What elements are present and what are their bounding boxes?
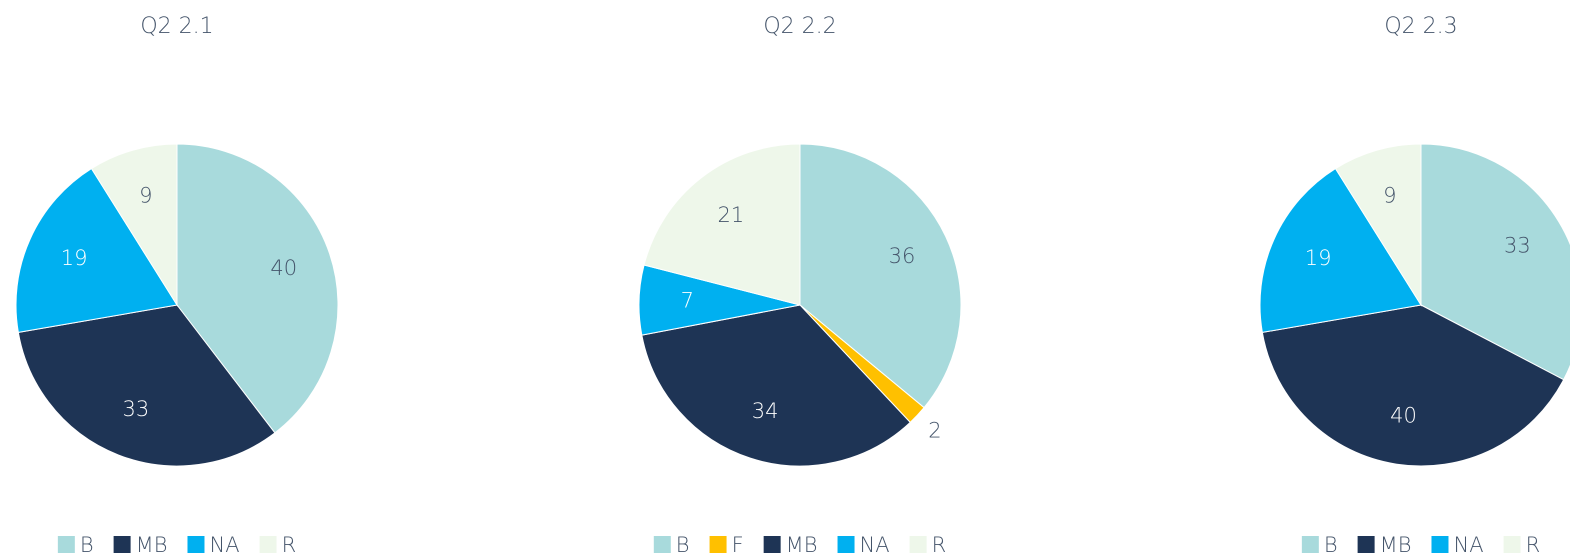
pie-slice	[1259, 167, 1422, 333]
chart-title: Q2 2.2	[763, 14, 836, 39]
legend-label: B	[1324, 533, 1338, 557]
pie-slice	[90, 143, 178, 307]
data-label: 21	[718, 203, 745, 227]
legend-swatch	[1357, 536, 1375, 553]
data-label: 7	[681, 288, 694, 312]
pie-slice	[17, 304, 276, 467]
chart-title: Q2 2.3	[1384, 14, 1457, 39]
legend-label: MB	[1380, 533, 1412, 557]
legend-label: B	[676, 533, 690, 557]
pie-slice	[641, 304, 911, 467]
data-label: 40	[1390, 403, 1417, 427]
legend-swatch	[57, 536, 75, 553]
pie-slice	[1261, 304, 1565, 467]
legend-swatch	[259, 536, 277, 553]
data-label: 36	[889, 244, 916, 268]
legend-swatch	[113, 536, 131, 553]
data-label: 9	[139, 184, 152, 208]
legend-swatch	[1301, 536, 1319, 553]
legend-swatch	[837, 536, 855, 553]
legend-label: R	[1526, 533, 1541, 557]
data-label: 19	[61, 246, 88, 270]
pie-slice	[1420, 143, 1570, 381]
data-label: 2	[928, 419, 941, 443]
data-label: 9	[1383, 184, 1396, 208]
data-label: 33	[123, 397, 150, 421]
legend-swatch	[1431, 536, 1449, 553]
pie-slice	[15, 167, 178, 333]
legend: B MB NA R	[57, 533, 297, 557]
data-label: 34	[752, 399, 779, 423]
legend: B MB NA R	[1301, 533, 1541, 557]
data-label: 33	[1504, 234, 1531, 258]
pie-slice	[1334, 143, 1422, 307]
legend-label: B	[80, 533, 94, 557]
pie-slice	[799, 143, 962, 409]
legend-label: NA	[860, 533, 890, 557]
legend-swatch	[1503, 536, 1521, 553]
legend-swatch	[909, 536, 927, 553]
pie-slice	[643, 143, 801, 306]
legend-label: R	[932, 533, 947, 557]
legend-label: NA	[1453, 533, 1483, 557]
legend-swatch	[187, 536, 205, 553]
legend-label: NA	[209, 533, 239, 557]
data-label: 19	[1305, 246, 1332, 270]
pie-slice	[176, 143, 339, 434]
legend-label: R	[282, 533, 297, 557]
legend-label: MB	[786, 533, 818, 557]
data-label: 40	[270, 256, 297, 280]
legend: B F MB NA R	[653, 533, 947, 557]
legend-swatch	[763, 536, 781, 553]
legend-label: F	[732, 533, 744, 557]
chart-title: Q2 2.1	[140, 14, 213, 39]
legend-swatch	[709, 536, 727, 553]
legend-label: MB	[136, 533, 168, 557]
legend-swatch	[653, 536, 671, 553]
